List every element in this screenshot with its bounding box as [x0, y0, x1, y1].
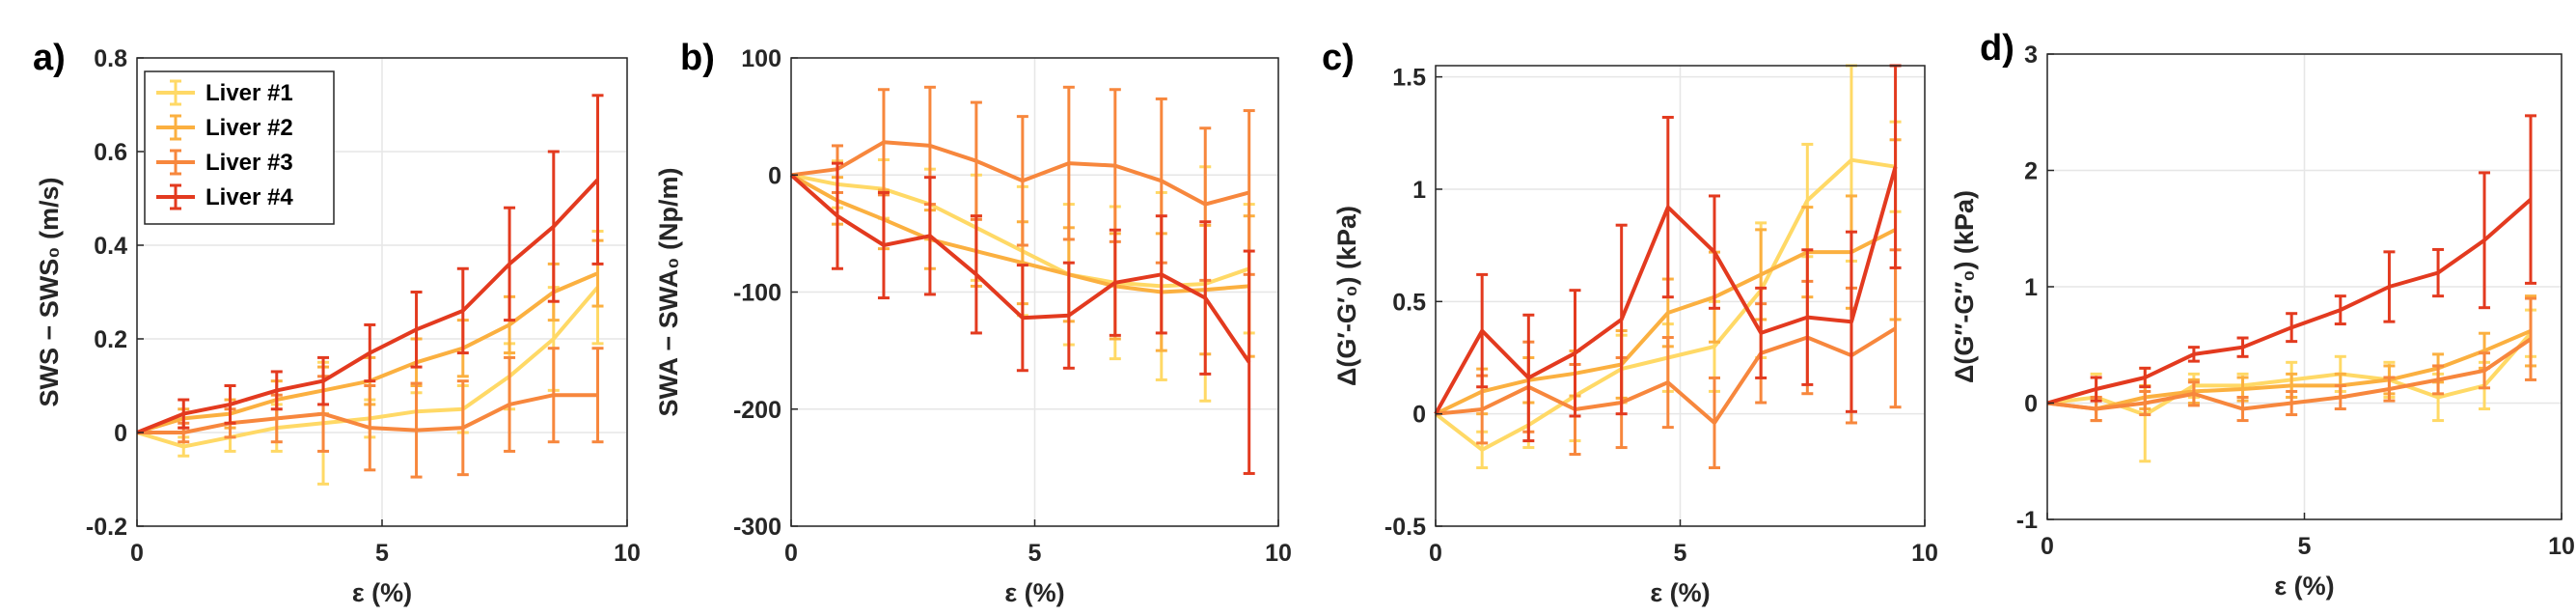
- series-liver-4: [789, 161, 1255, 475]
- x-tick-label: 10: [2548, 533, 2575, 560]
- y-tick-label: 1.5: [1392, 65, 1426, 92]
- y-tick-label: 1: [2024, 274, 2038, 301]
- y-axis-label: SWS − SWS₀ (m/s): [35, 178, 64, 407]
- y-tick-label: 0.5: [1392, 289, 1426, 316]
- legend-label-liver-3: Liver #3: [206, 150, 293, 176]
- x-tick-label: 5: [1674, 540, 1687, 567]
- y-tick-label: 100: [741, 45, 781, 72]
- legend: Liver #1 Liver #2 Liver #3 Liver #4: [144, 70, 335, 225]
- y-tick-label: -100: [733, 280, 781, 307]
- series-liver-4: [2046, 114, 2537, 405]
- legend-entry-liver-4: Liver #4: [156, 183, 293, 210]
- y-tick-label: -0.2: [86, 514, 127, 541]
- panel-label-b: b): [680, 38, 715, 78]
- y-tick-label: -0.5: [1384, 514, 1426, 541]
- x-tick-label: 10: [614, 540, 641, 567]
- y-tick-label: 0.4: [94, 233, 127, 260]
- legend-entry-liver-1: Liver #1: [156, 79, 293, 106]
- y-tick-label: 3: [2024, 42, 2038, 69]
- x-tick-label: 10: [1911, 540, 1938, 567]
- y-tick-label: 1: [1412, 177, 1426, 204]
- y-axis-label: SWA − SWA₀ (Np/m): [654, 168, 683, 417]
- x-axis-label: ε (%): [2274, 572, 2334, 601]
- x-axis-label: ε (%): [1004, 578, 1064, 607]
- x-tick-label: 0: [2041, 533, 2054, 560]
- y-tick-label: 0: [1412, 402, 1426, 429]
- panel-label-a: a): [33, 38, 66, 78]
- x-tick-label: 0: [1429, 540, 1442, 567]
- x-tick-label: 0: [130, 540, 144, 567]
- panel-label-d: d): [1980, 28, 2014, 69]
- legend-entry-liver-3: Liver #3: [156, 149, 293, 176]
- panel-a: a) 0 5 10-0.200.20.40.60.8ε (%)SWS − SWS₀ …: [33, 38, 641, 607]
- y-tick-label: 0: [114, 420, 127, 447]
- y-tick-label: 0.8: [94, 45, 127, 72]
- legend-label-liver-1: Liver #1: [206, 80, 293, 106]
- x-tick-label: 5: [375, 540, 389, 567]
- x-tick-label: 5: [2298, 533, 2312, 560]
- x-tick-label: 0: [784, 540, 798, 567]
- y-axis-label: Δ(G′-G′₀) (kPa): [1332, 206, 1361, 386]
- panel-label-c: c): [1322, 38, 1355, 78]
- x-axis-label: ε (%): [352, 578, 412, 607]
- legend-label-liver-4: Liver #4: [206, 184, 293, 210]
- series-liver-4: [1434, 64, 1902, 443]
- legend-label-liver-2: Liver #2: [206, 115, 293, 141]
- x-tick-label: 5: [1028, 540, 1042, 567]
- panel-c: c) 0 5 10-0.500.511.5ε (%)Δ(G′-G′₀) (kPa): [1322, 38, 1938, 607]
- y-tick-label: -300: [733, 514, 781, 541]
- y-tick-label: 2: [2024, 158, 2038, 185]
- series-liver-3: [2046, 296, 2537, 423]
- y-tick-label: 0.6: [94, 139, 127, 166]
- y-tick-label: 0.2: [94, 326, 127, 353]
- x-axis-label: ε (%): [1650, 578, 1710, 607]
- y-axis-label: Δ(G″-G″₀) (kPa): [1950, 190, 1979, 383]
- y-tick-label: 0: [2024, 391, 2038, 418]
- x-tick-label: 10: [1265, 540, 1292, 567]
- legend-entry-liver-2: Liver #2: [156, 114, 293, 141]
- series-liver-4: [136, 94, 604, 434]
- panel-b: b) 0 5 10 -300 -200 -100 0 100 ε (%) SWA − SWA₀ (…: [654, 38, 1292, 607]
- y-tick-label: -200: [733, 397, 781, 424]
- y-tick-label: 0: [768, 162, 781, 189]
- y-tick-label: -1: [2016, 507, 2038, 534]
